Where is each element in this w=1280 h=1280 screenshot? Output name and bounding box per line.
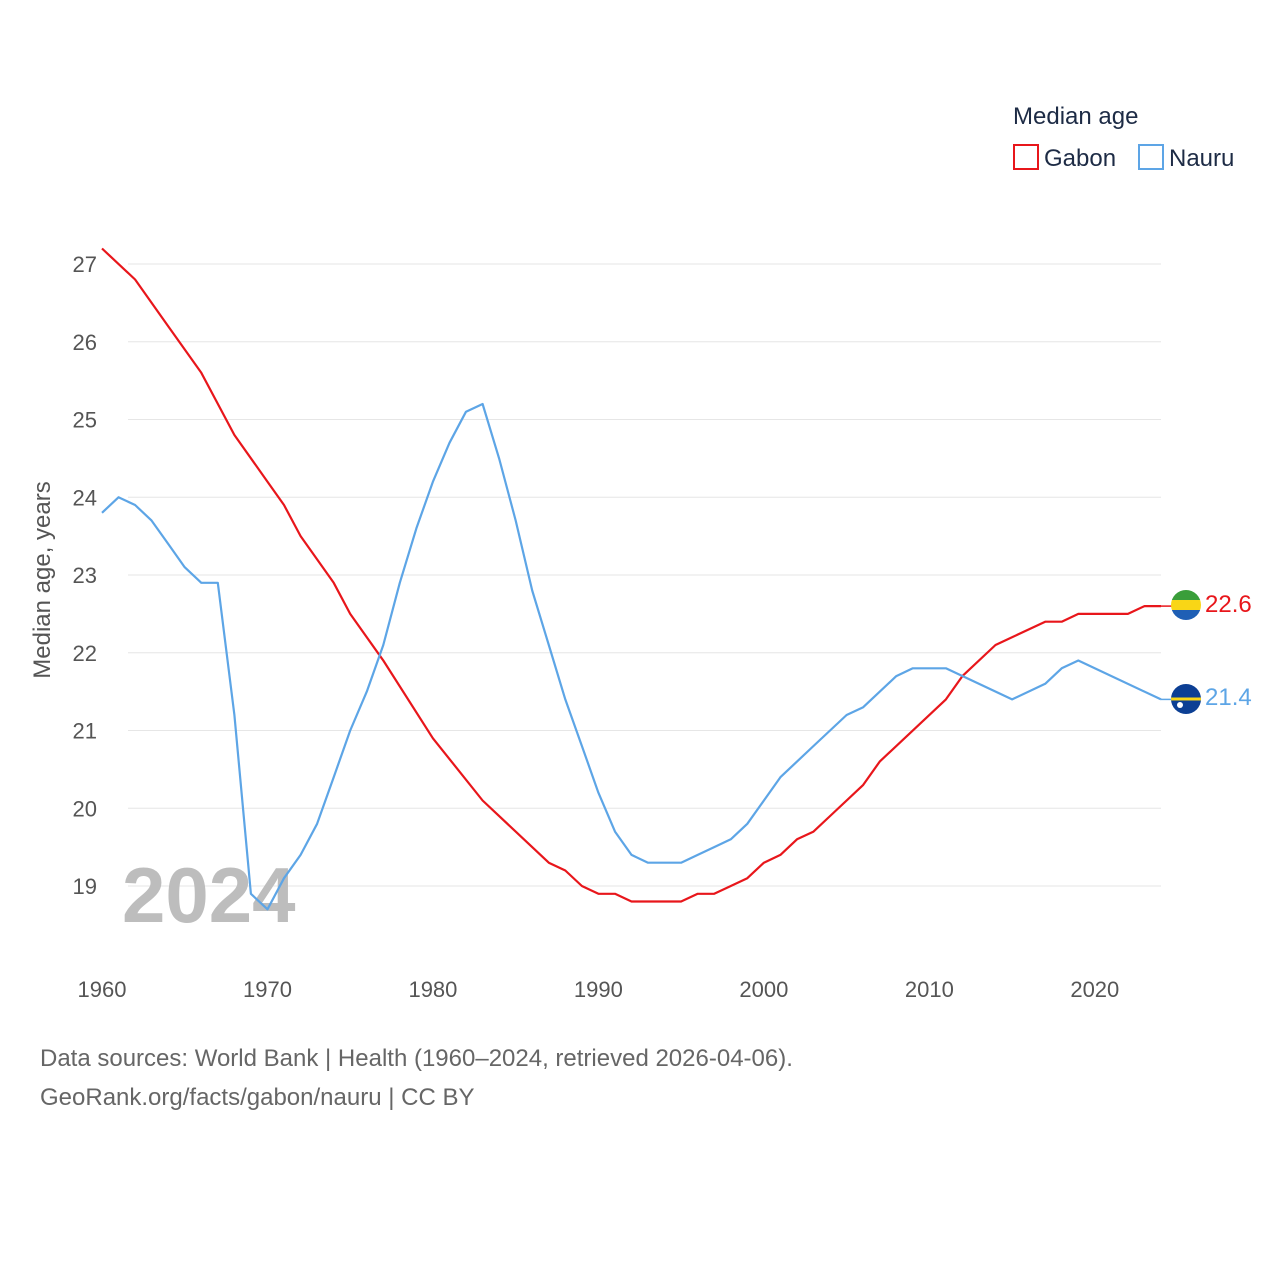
x-tick-label: 1990 <box>574 977 623 1002</box>
source-line-2[interactable]: GeoRank.org/facts/gabon/nauru | CC BY <box>40 1084 475 1111</box>
series-end-markers <box>1161 605 1172 701</box>
y-tick-label: 22 <box>73 641 97 666</box>
nauru-flag-icon <box>1171 684 1201 714</box>
x-axis-ticks: 1960 1970 1980 1990 2000 2010 2020 <box>78 977 1120 1002</box>
x-tick-label: 2010 <box>905 977 954 1002</box>
x-tick-label: 1960 <box>78 977 127 1002</box>
x-tick-label: 2020 <box>1070 977 1119 1002</box>
legend: Median age Gabon Nauru <box>1013 103 1234 172</box>
gabon-flag-icon <box>1171 590 1201 620</box>
y-tick-label: 27 <box>73 252 97 277</box>
gridlines <box>128 263 1161 887</box>
legend-title: Median age <box>1013 103 1138 130</box>
legend-label-gabon: Gabon <box>1044 145 1116 172</box>
y-axis-label: Median age, years <box>29 481 56 678</box>
x-tick-label: 2000 <box>739 977 788 1002</box>
legend-swatch-gabon <box>1013 144 1039 170</box>
x-tick-label: 1970 <box>243 977 292 1002</box>
y-tick-label: 20 <box>73 796 97 821</box>
y-tick-label: 26 <box>73 330 97 355</box>
legend-item-gabon[interactable]: Gabon <box>1013 144 1116 172</box>
legend-label-nauru: Nauru <box>1169 145 1234 172</box>
series-lines <box>101 247 1162 911</box>
y-tick-label: 21 <box>73 719 97 744</box>
gabon-end-value: 22.6 <box>1205 591 1252 618</box>
line-chart: 19 20 21 22 23 24 25 26 27 1960 1970 1980 1990 2000 2… <box>29 103 1252 1002</box>
series-line-gabon[interactable] <box>101 247 1161 903</box>
nauru-end-value: 21.4 <box>1205 684 1252 711</box>
y-tick-label: 25 <box>73 408 97 433</box>
y-axis-ticks: 19 20 21 22 23 24 25 26 27 <box>73 252 97 899</box>
y-tick-label: 24 <box>73 485 97 510</box>
legend-swatch-nauru <box>1138 144 1164 170</box>
y-tick-label: 23 <box>73 563 97 588</box>
legend-item-nauru[interactable]: Nauru <box>1138 144 1234 172</box>
year-watermark: 2024 <box>122 851 296 939</box>
series-line-nauru[interactable] <box>101 402 1162 911</box>
y-tick-label: 19 <box>73 874 97 899</box>
source-line-1: Data sources: World Bank | Health (1960–… <box>40 1045 793 1072</box>
x-tick-label: 1980 <box>408 977 457 1002</box>
